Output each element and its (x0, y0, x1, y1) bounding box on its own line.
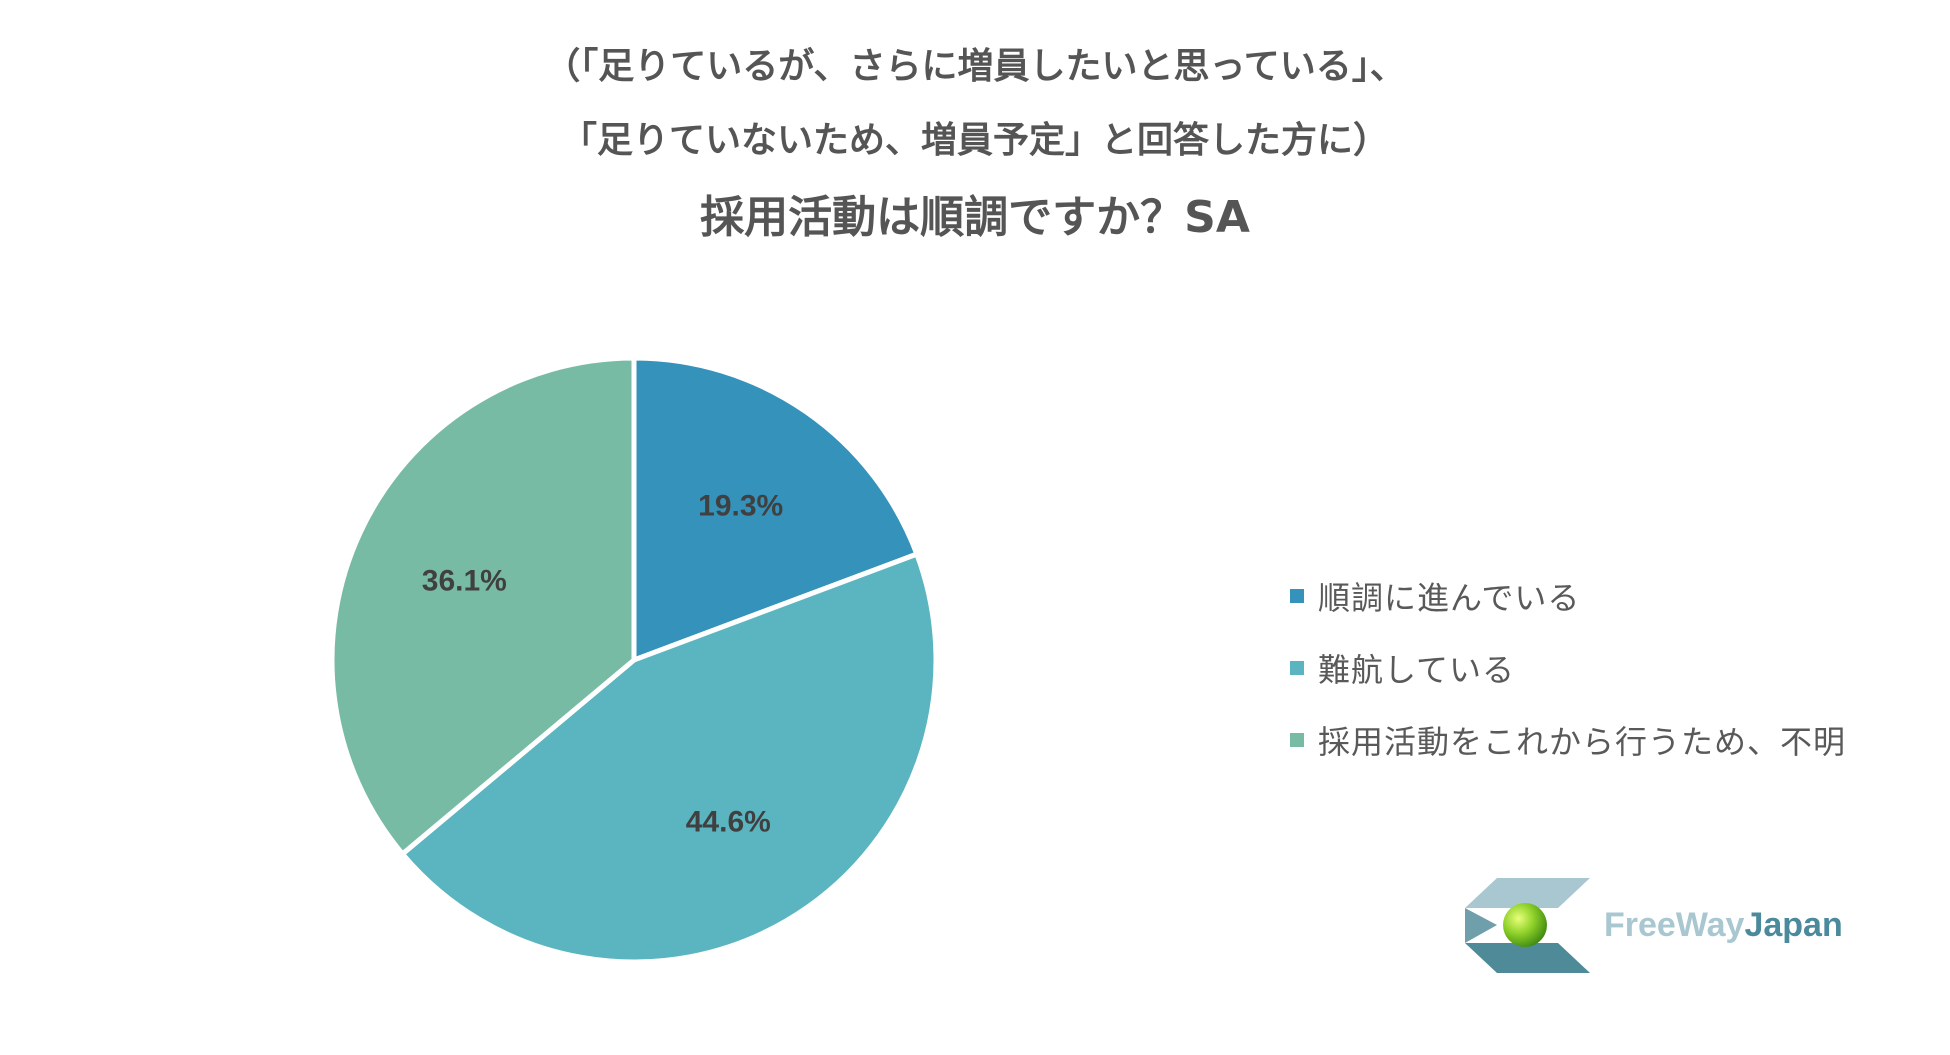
legend-item-smooth: 順調に進んでいる (1290, 560, 1846, 632)
pie-slice (329, 355, 637, 857)
pie-data-label: 19.3% (698, 490, 783, 523)
pie-data-label: 36.1% (422, 564, 507, 597)
legend-label: 順調に進んでいる (1318, 579, 1581, 617)
freewayjapan-logo: FreeWayJapan (1465, 878, 1843, 973)
logo-text: FreeWayJapan (1604, 906, 1843, 945)
chart-title-block: （「足りているが、さらに増員したいと思っている」、 「足りていないため、増員予定… (0, 30, 1950, 258)
pie-slice (400, 551, 939, 965)
legend-swatch (1290, 589, 1304, 603)
pie-data-label: 44.6% (686, 805, 771, 838)
chart-title: 採用活動は順調ですか？SA (700, 192, 1250, 243)
logo-text-free: FreeWay (1604, 906, 1745, 944)
legend-swatch (1290, 733, 1304, 747)
chart-subtitle-line-2: 「足りていないため、増員予定」と回答した方に） (560, 120, 1389, 161)
logo-mark-icon (1465, 878, 1590, 973)
chart-legend: 順調に進んでいる 難航している 採用活動をこれから行うため、不明 (1290, 560, 1846, 776)
legend-label: 採用活動をこれから行うため、不明 (1318, 723, 1847, 761)
legend-swatch (1290, 661, 1304, 675)
legend-item-difficult: 難航している (1290, 632, 1846, 704)
legend-item-unknown: 採用活動をこれから行うため、不明 (1290, 704, 1846, 776)
logo-text-japan: Japan (1744, 906, 1843, 944)
legend-label: 難航している (1318, 651, 1516, 689)
chart-subtitle-line-1: （「足りているが、さらに増員したいと思っている」、 (544, 46, 1406, 87)
pie-slice (631, 355, 920, 663)
